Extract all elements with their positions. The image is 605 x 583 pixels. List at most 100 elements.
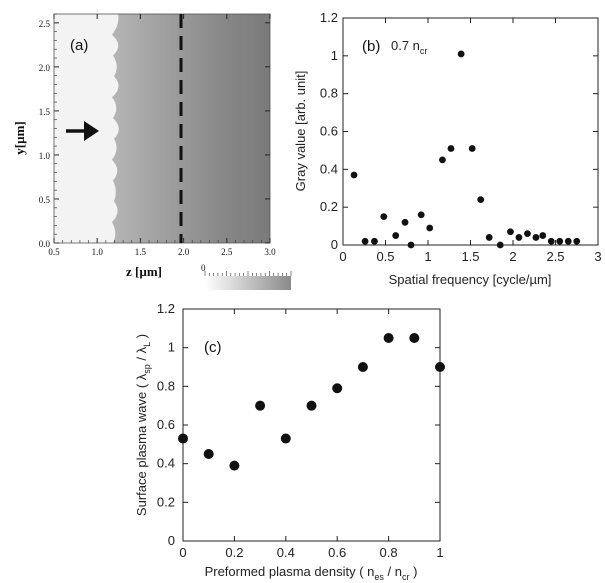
panel-c-point — [409, 333, 420, 343]
panel-b-point — [477, 196, 485, 204]
panel-b-x-tick-label: 2.5 — [546, 249, 564, 264]
panel-b-chart: 0 0.5 1 1.5 2 2.5 3 0 0.2 0.4 0.6 0.8 1 1.2 (b) 0.7 n… — [293, 10, 602, 287]
panel-c-y-tick-label: 0 — [168, 533, 175, 548]
panel-b-point — [380, 213, 388, 221]
panel-c-point — [357, 362, 368, 372]
panel-b-y-tick-label: 0.6 — [320, 124, 338, 139]
panel-c-x-axis-title: Preformed plasma density ( nes / ncr ) — [205, 564, 418, 582]
panel-b-point — [361, 237, 369, 245]
panel-c-point — [306, 400, 317, 411]
panel-b-point — [417, 211, 425, 219]
panel-a-y-tick-label: 2.5 — [39, 19, 51, 29]
panel-c-x-tick-label: 0.4 — [277, 545, 295, 560]
panel-c-point — [229, 460, 240, 471]
panel-a-x-tick-label: 2.5 — [221, 247, 233, 257]
panel-c-x-tick-label: 1 — [436, 545, 443, 560]
panel-b-point — [539, 232, 547, 239]
panel-b-point — [515, 234, 523, 241]
panel-c-x-tick-label: 0 — [179, 545, 186, 560]
colorbar — [205, 276, 291, 290]
panel-a-x-tick-label: 3.0 — [264, 247, 276, 257]
panel-b-ticks: 0 0.5 1 1.5 2 2.5 3 0 0.2 0.4 0.6 0.8 1 1.2 — [320, 10, 602, 264]
panel-a-y-tick-label: 2.0 — [39, 63, 51, 73]
panel-a-x-ticks: 0.5 1.0 1.5 2.0 2.5 3.00.00.51.01.52.02.5 — [39, 13, 276, 257]
panel-c-ticks: 0 0.2 0.4 0.6 0.8 1 0 0.2 0.4 0.6 0.8 1 1.2 — [157, 301, 444, 560]
panel-b-point — [507, 228, 514, 236]
panel-c-point — [280, 433, 291, 444]
panel-a-y-tick-label: 0.5 — [39, 195, 51, 205]
panel-b-x-tick-label: 2 — [509, 249, 516, 264]
panel-b-y-tick-label: 0 — [331, 237, 338, 252]
panel-b-frame — [342, 17, 599, 246]
panel-c-y-tick-label: 0.2 — [157, 494, 175, 509]
panel-b-point — [426, 224, 434, 232]
panel-b-y-tick-label: 1 — [331, 48, 338, 63]
panel-b-point — [401, 218, 409, 226]
panel-c-x-tick-label: 0.2 — [225, 545, 243, 560]
panel-a-x-tick-label: 1.0 — [92, 247, 104, 257]
panel-b-point — [392, 232, 400, 239]
panel-b-y-tick-label: 0.8 — [320, 86, 338, 101]
panel-c-y-tick-label: 0.4 — [157, 456, 175, 471]
panel-b-y-tick-label: 0.4 — [320, 161, 338, 176]
panel-b-point — [573, 237, 581, 245]
panel-a-arrow — [66, 121, 99, 141]
panel-c-x-tick-label: 0.8 — [380, 545, 398, 560]
panel-c-label: (c) — [204, 339, 222, 356]
colorbar-label: 0 — [201, 263, 206, 273]
panel-c-y-tick-label: 0.6 — [157, 417, 175, 432]
panel-b-point — [407, 241, 415, 249]
panel-b-x-tick-label: 3 — [594, 249, 601, 264]
panel-c-y-axis-title: Surface plasma wave ( λsp / λL ) — [134, 334, 152, 516]
panel-a-y-tick-label: 1.0 — [39, 151, 51, 161]
panel-c-point — [203, 449, 214, 459]
panel-b-annotation: 0.7 ncr — [391, 38, 427, 56]
panel-b-points — [350, 50, 581, 249]
panel-a-image: (a) 0.5 1.0 1.5 2.0 2.5 3.00.00.51.01.52.02.5… — [12, 13, 292, 290]
panel-a-y-tick-label: 0.0 — [39, 239, 51, 249]
panel-c-point — [255, 400, 266, 411]
panel-b-point — [547, 237, 555, 245]
panel-a-x-tick-label: 0.5 — [48, 247, 60, 257]
panel-c-frame — [182, 308, 441, 542]
panel-b-x-axis-title: Spatial frequency [cycle/µm] — [389, 272, 552, 287]
panel-b-x-tick-label: 0.5 — [376, 249, 394, 264]
panel-b-point — [447, 145, 455, 152]
panel-a-x-tick-label: 2.0 — [178, 247, 190, 257]
panel-a-label: (a) — [70, 37, 88, 54]
panel-a-x-axis-title: z [µm] — [126, 264, 162, 279]
panel-c-x-tick-label: 0.6 — [328, 545, 346, 560]
panel-c-chart: 0 0.2 0.4 0.6 0.8 1 0 0.2 0.4 0.6 0.8 1 1.2 (c) Pref… — [134, 301, 445, 582]
panel-b-point — [468, 145, 476, 152]
panel-c-point — [435, 362, 445, 372]
panel-b-y-tick-label: 1.2 — [320, 10, 338, 25]
panel-a-x-tick-label: 1.5 — [135, 247, 147, 257]
panel-b-x-tick-label: 1.5 — [461, 249, 479, 264]
panel-a-y-tick-label: 1.5 — [39, 107, 51, 117]
panel-b-x-tick-label: 0 — [339, 249, 346, 264]
panel-b-label: (b) — [362, 38, 380, 55]
panel-b-point — [439, 156, 446, 164]
panel-c-point — [332, 383, 343, 394]
panel-b-point — [532, 234, 540, 241]
panel-b-point — [485, 234, 493, 241]
panel-a-y-axis-title: y[µm] — [12, 121, 27, 154]
panel-b-point — [496, 241, 504, 249]
panel-b-y-axis-title: Gray value [arb. unit] — [293, 71, 308, 192]
panel-c-point — [178, 433, 188, 444]
panel-c-y-tick-label: 1.2 — [157, 301, 175, 316]
panel-c-y-tick-label: 1 — [168, 340, 175, 355]
panel-b-point — [371, 237, 378, 245]
panel-b-point — [350, 171, 358, 179]
panel-b-y-tick-label: 0.2 — [320, 199, 338, 214]
panel-b-point — [556, 237, 564, 245]
panel-c-y-tick-label: 0.8 — [157, 378, 175, 393]
panel-b-point — [524, 230, 531, 238]
panel-c-point — [383, 333, 394, 343]
colorbar-ticks — [204, 271, 292, 276]
panel-c-points — [178, 333, 445, 471]
panel-b-point — [564, 237, 572, 245]
panel-b-point — [457, 50, 465, 58]
panel-b-x-tick-label: 1 — [424, 249, 431, 264]
